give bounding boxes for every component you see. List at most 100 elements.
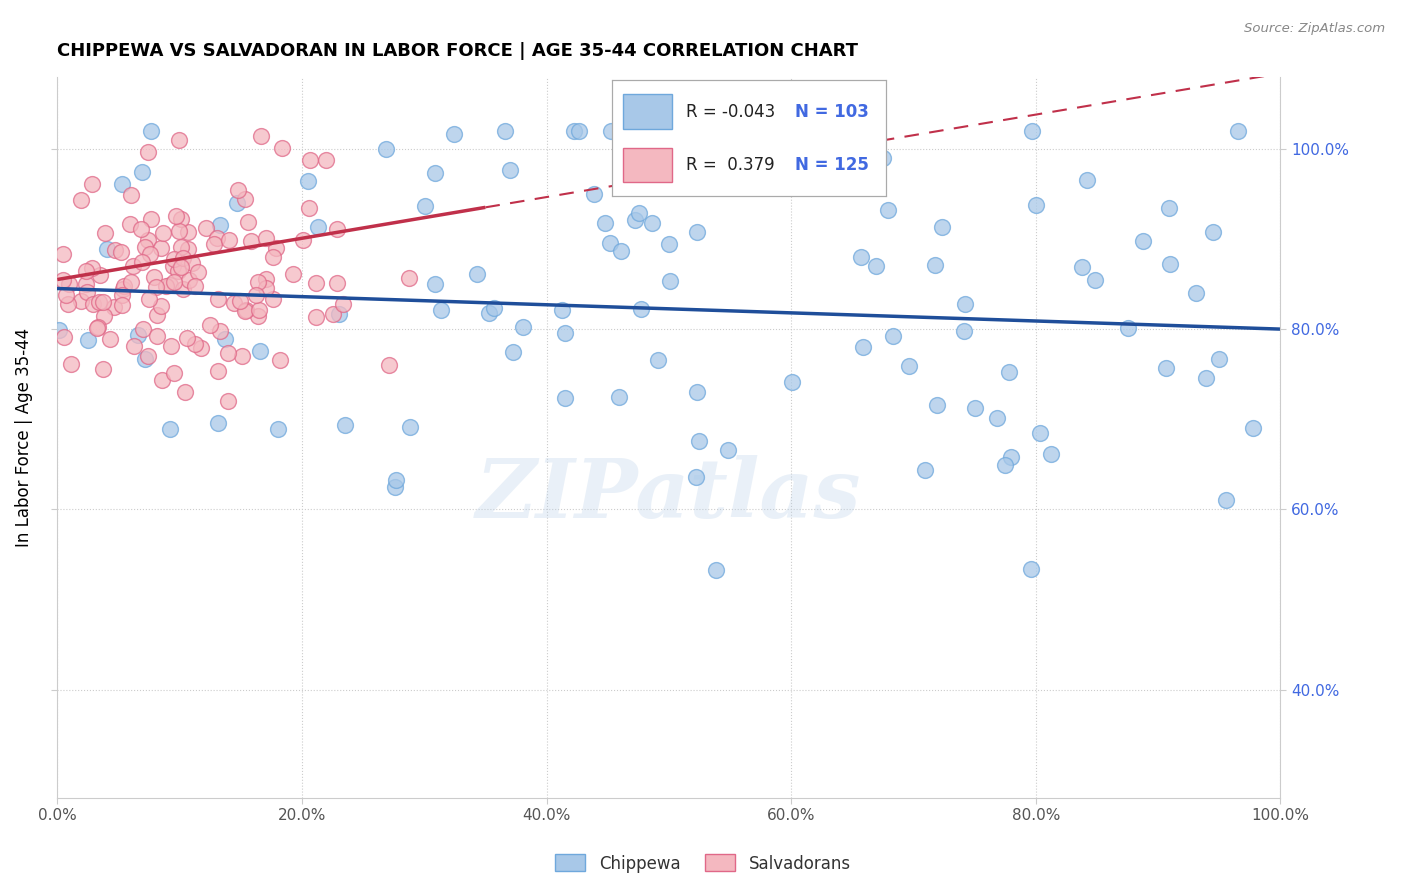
Point [235,302,257,317]
Point [96,243,118,257]
Point [86,320,108,334]
Point [551,303,574,318]
Point [685,469,707,483]
Point [851,250,873,264]
Point [138,247,160,261]
Point [704,563,727,577]
Point [198,318,221,332]
Point [146,329,169,343]
Point [138,145,160,159]
Point [658,237,681,252]
Point [162,275,184,289]
Point [254,231,277,245]
Point [76,285,98,299]
Point [1021,124,1043,138]
Point [914,463,936,477]
Point [170,212,193,227]
Point [613,129,636,144]
Point [155,279,177,293]
Point [1021,562,1043,576]
Point [247,310,270,324]
Point [205,231,228,245]
Point [207,363,229,377]
Point [512,320,534,334]
Point [659,274,682,288]
Point [430,302,453,317]
Point [1243,420,1265,434]
Point [326,277,349,291]
Point [254,281,277,295]
Point [952,324,974,338]
Point [1159,257,1181,271]
Point [190,341,212,355]
Point [233,192,256,206]
Point [1040,447,1063,461]
Point [152,226,174,240]
Point [207,416,229,430]
Point [322,308,344,322]
Point [150,299,173,313]
Point [207,293,229,307]
Point [582,187,605,202]
Point [494,124,516,138]
Point [1132,235,1154,249]
Point [214,332,236,346]
Point [562,124,585,138]
Point [298,201,321,215]
Point [770,124,793,138]
Point [183,278,205,293]
Point [120,187,142,202]
Point [89,268,111,282]
Point [398,420,420,434]
Bar [623,147,672,182]
Point [149,241,172,255]
Point [202,237,225,252]
Point [167,224,190,238]
Point [93,295,115,310]
Point [139,124,162,138]
Point [226,183,249,197]
Point [568,124,591,138]
Point [307,219,329,234]
Point [111,177,134,191]
Point [413,199,436,213]
Point [245,288,267,302]
Y-axis label: In Labor Force | Age 35-44: In Labor Force | Age 35-44 [15,327,32,547]
Point [924,258,946,272]
Point [1084,272,1107,286]
Point [502,345,524,359]
Point [134,351,156,366]
Legend: Chippewa, Salvadorans: Chippewa, Salvadorans [548,847,858,880]
Point [136,350,159,364]
Point [965,401,987,416]
Point [167,264,190,278]
Point [159,278,181,293]
Point [231,349,253,363]
Point [53,329,76,343]
Point [87,320,110,334]
Point [247,303,270,318]
Point [228,294,250,309]
Point [994,458,1017,473]
Point [100,332,122,346]
Point [998,365,1021,379]
Point [103,300,125,314]
Point [333,418,356,433]
Point [332,296,354,310]
Point [136,233,159,247]
Point [1154,361,1177,376]
Point [299,153,322,167]
Point [628,206,651,220]
Point [1000,450,1022,464]
Point [304,276,326,290]
Point [224,296,246,310]
Point [120,217,142,231]
Point [931,219,953,234]
Point [1025,198,1047,212]
Point [167,132,190,146]
Point [304,310,326,324]
Point [271,141,294,155]
Point [111,282,134,296]
Text: R =  0.379: R = 0.379 [686,156,775,174]
Point [170,240,193,254]
